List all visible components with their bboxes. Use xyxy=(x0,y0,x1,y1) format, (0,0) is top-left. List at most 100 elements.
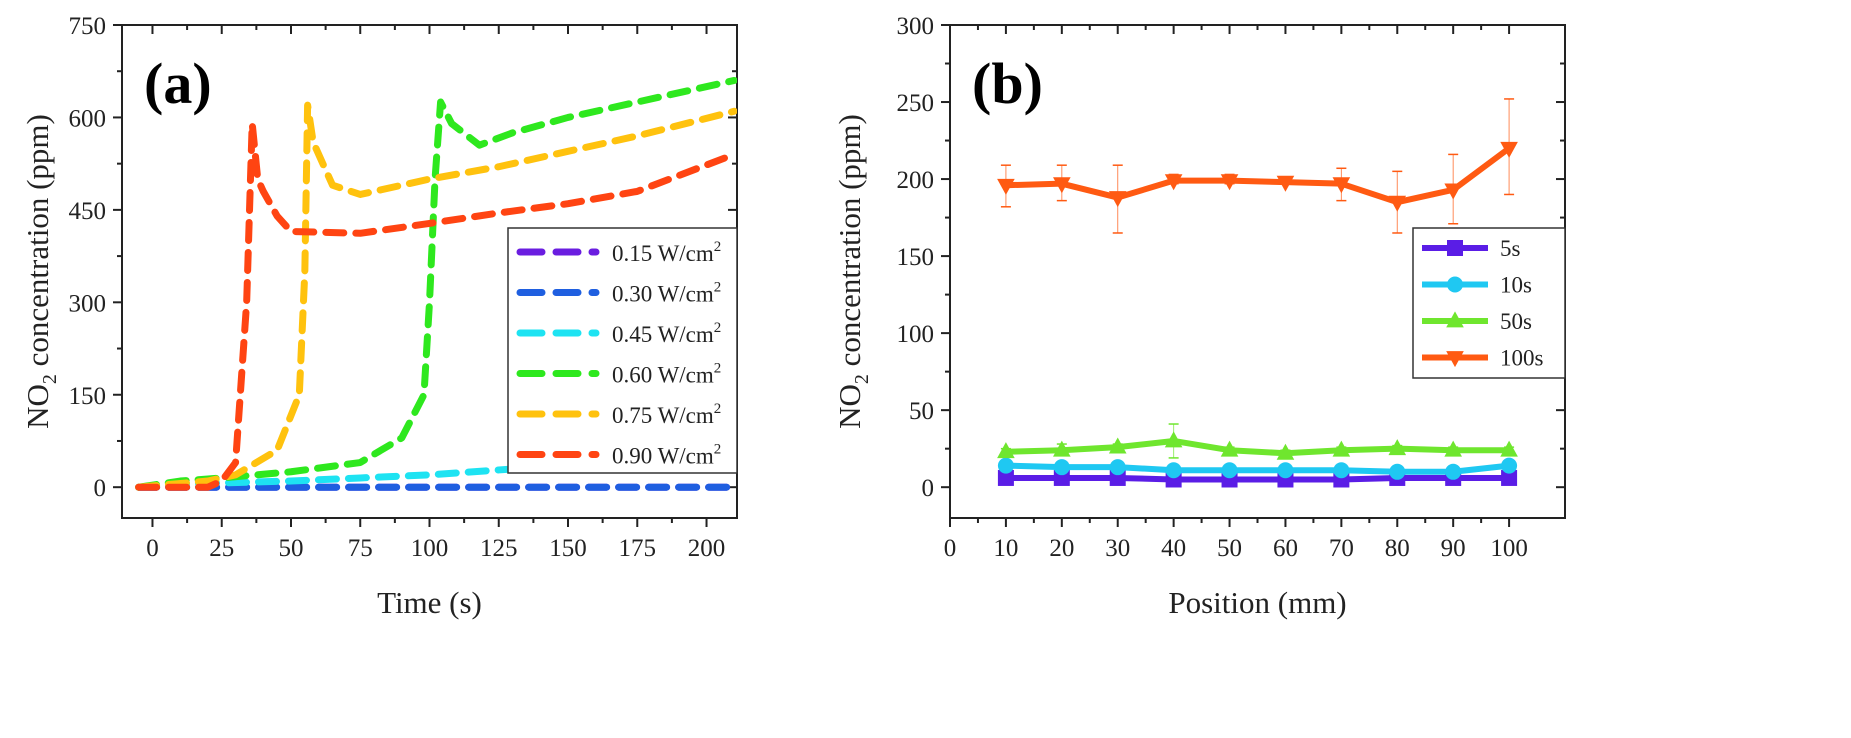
legend-label: 0.15 W/cm2 xyxy=(612,239,721,266)
series-50s xyxy=(997,423,1518,460)
data-point-marker xyxy=(1164,174,1183,191)
panel-label: (b) xyxy=(972,51,1043,116)
data-point-marker xyxy=(997,457,1014,474)
legend-label-text: 0.30 W/cm xyxy=(612,282,714,307)
data-point-marker xyxy=(1108,191,1127,208)
legend-label-text: 0.60 W/cm xyxy=(612,363,714,388)
data-point-marker xyxy=(1053,440,1071,457)
legend-label: 0.45 W/cm2 xyxy=(612,320,721,347)
y-tick-label: 300 xyxy=(897,13,935,40)
data-point-marker xyxy=(1053,459,1070,476)
data-point-marker xyxy=(1501,469,1518,486)
x-tick-label: 75 xyxy=(348,535,373,562)
legend-item: 0.15 W/cm2 xyxy=(516,239,721,266)
x-tick-label: 25 xyxy=(209,535,234,562)
legend-item: 0.60 W/cm2 xyxy=(516,361,721,388)
legend-marker xyxy=(1447,276,1463,293)
x-tick-label: 0 xyxy=(146,535,159,562)
legend-label-sup: 2 xyxy=(714,239,722,255)
legend-label-sup: 2 xyxy=(714,320,722,336)
legend-label: 10s xyxy=(1500,273,1532,298)
x-tick-label: 20 xyxy=(1049,535,1074,562)
x-tick-label: 125 xyxy=(480,535,518,562)
y-tick-label: 0 xyxy=(922,475,935,502)
y-tick-label: 750 xyxy=(69,13,107,40)
series-10s xyxy=(997,457,1518,480)
legend-label: 0.60 W/cm2 xyxy=(612,361,721,388)
panel-a: 0 25 50 75 100 125 150 175 200 0 150 300 450 600 750 Ti… xyxy=(20,13,738,620)
y-tick-label: 150 xyxy=(69,383,107,410)
legend-item: 100s xyxy=(1422,346,1544,371)
y-tick-label: 450 xyxy=(69,198,107,225)
legend-box xyxy=(507,227,738,474)
legend-label-sup: 2 xyxy=(714,401,722,417)
x-tick-label: 60 xyxy=(1273,535,1298,562)
x-tick-label: 90 xyxy=(1441,535,1466,562)
data-point-marker xyxy=(1389,463,1406,480)
legend-label: 50s xyxy=(1500,309,1532,334)
y-tick-label: 100 xyxy=(897,321,935,348)
data-point-marker xyxy=(1276,175,1295,192)
data-point-marker xyxy=(997,469,1014,486)
data-point-marker xyxy=(1444,183,1462,200)
legend-label-sup: 2 xyxy=(714,442,722,458)
x-tick-label: 100 xyxy=(411,535,449,562)
legend-item: 0.45 W/cm2 xyxy=(516,320,721,347)
legend-label: 0.30 W/cm2 xyxy=(612,280,721,307)
y-title-text: concentration (ppm) xyxy=(832,114,867,374)
x-tick-label: 150 xyxy=(549,535,587,562)
series-line-060 xyxy=(135,76,737,491)
x-tick-label: 80 xyxy=(1385,535,1410,562)
series-line xyxy=(1005,145,1511,206)
y-title-text: concentration (ppm) xyxy=(20,114,55,374)
legend-box xyxy=(1412,227,1566,379)
data-point-marker xyxy=(997,178,1015,195)
data-point-marker xyxy=(1109,459,1126,476)
y-title-text: NO xyxy=(832,384,867,429)
x-tick-label: 40 xyxy=(1161,535,1186,562)
legend-item: 5s xyxy=(1422,236,1521,261)
panel-b: 0 10 20 30 40 50 60 70 80 90 100 0 50 100 150 200 250 300… xyxy=(832,13,1566,620)
legend-item: 0.75 W/cm2 xyxy=(516,401,721,428)
series-100s xyxy=(997,98,1518,234)
y-title-subscript: 2 xyxy=(851,374,873,384)
data-point-marker xyxy=(1332,440,1351,457)
y-axis-title: NO2 concentration (ppm) xyxy=(832,114,873,429)
legend-label-text: 0.15 W/cm xyxy=(612,241,714,266)
legend-item: 0.30 W/cm2 xyxy=(516,280,721,307)
series-line xyxy=(1005,437,1510,457)
legend-marker xyxy=(1447,240,1463,256)
data-point-marker xyxy=(1277,462,1294,479)
y-tick-label: 50 xyxy=(909,398,934,425)
y-axis-title: NO2 concentration (ppm) xyxy=(20,114,61,429)
x-tick-label: 100 xyxy=(1490,535,1528,562)
legend-label: 5s xyxy=(1500,236,1521,261)
series-line-075 xyxy=(135,101,737,491)
legend-label: 0.75 W/cm2 xyxy=(612,401,721,428)
x-tick-label: 50 xyxy=(1217,535,1242,562)
data-point-marker xyxy=(1500,141,1518,158)
x-tick-label: 10 xyxy=(993,535,1018,562)
data-point-marker xyxy=(1276,443,1295,460)
data-point-marker xyxy=(1220,440,1239,457)
data-point-marker xyxy=(1501,457,1518,474)
x-tick-label: 50 xyxy=(278,535,303,562)
x-axis-title: Position (mm) xyxy=(1168,585,1346,620)
legend-label-text: 0.90 W/cm xyxy=(612,444,714,469)
legend-item: 50s xyxy=(1422,309,1532,334)
legend-label-sup: 2 xyxy=(714,361,722,377)
panel-label: (a) xyxy=(144,51,212,116)
data-point-marker xyxy=(1108,437,1127,454)
y-tick-label: 250 xyxy=(897,90,935,117)
legend-marker xyxy=(1446,311,1464,328)
x-tick-label: 175 xyxy=(619,535,657,562)
data-point-marker xyxy=(1388,195,1407,212)
y-title-subscript: 2 xyxy=(39,374,61,384)
data-point-marker xyxy=(1445,463,1462,480)
data-point-marker xyxy=(997,442,1015,459)
data-point-marker xyxy=(1221,462,1238,479)
legend-label: 0.90 W/cm2 xyxy=(612,442,721,469)
y-title-text: NO xyxy=(20,384,55,429)
x-tick-label: 200 xyxy=(688,535,726,562)
